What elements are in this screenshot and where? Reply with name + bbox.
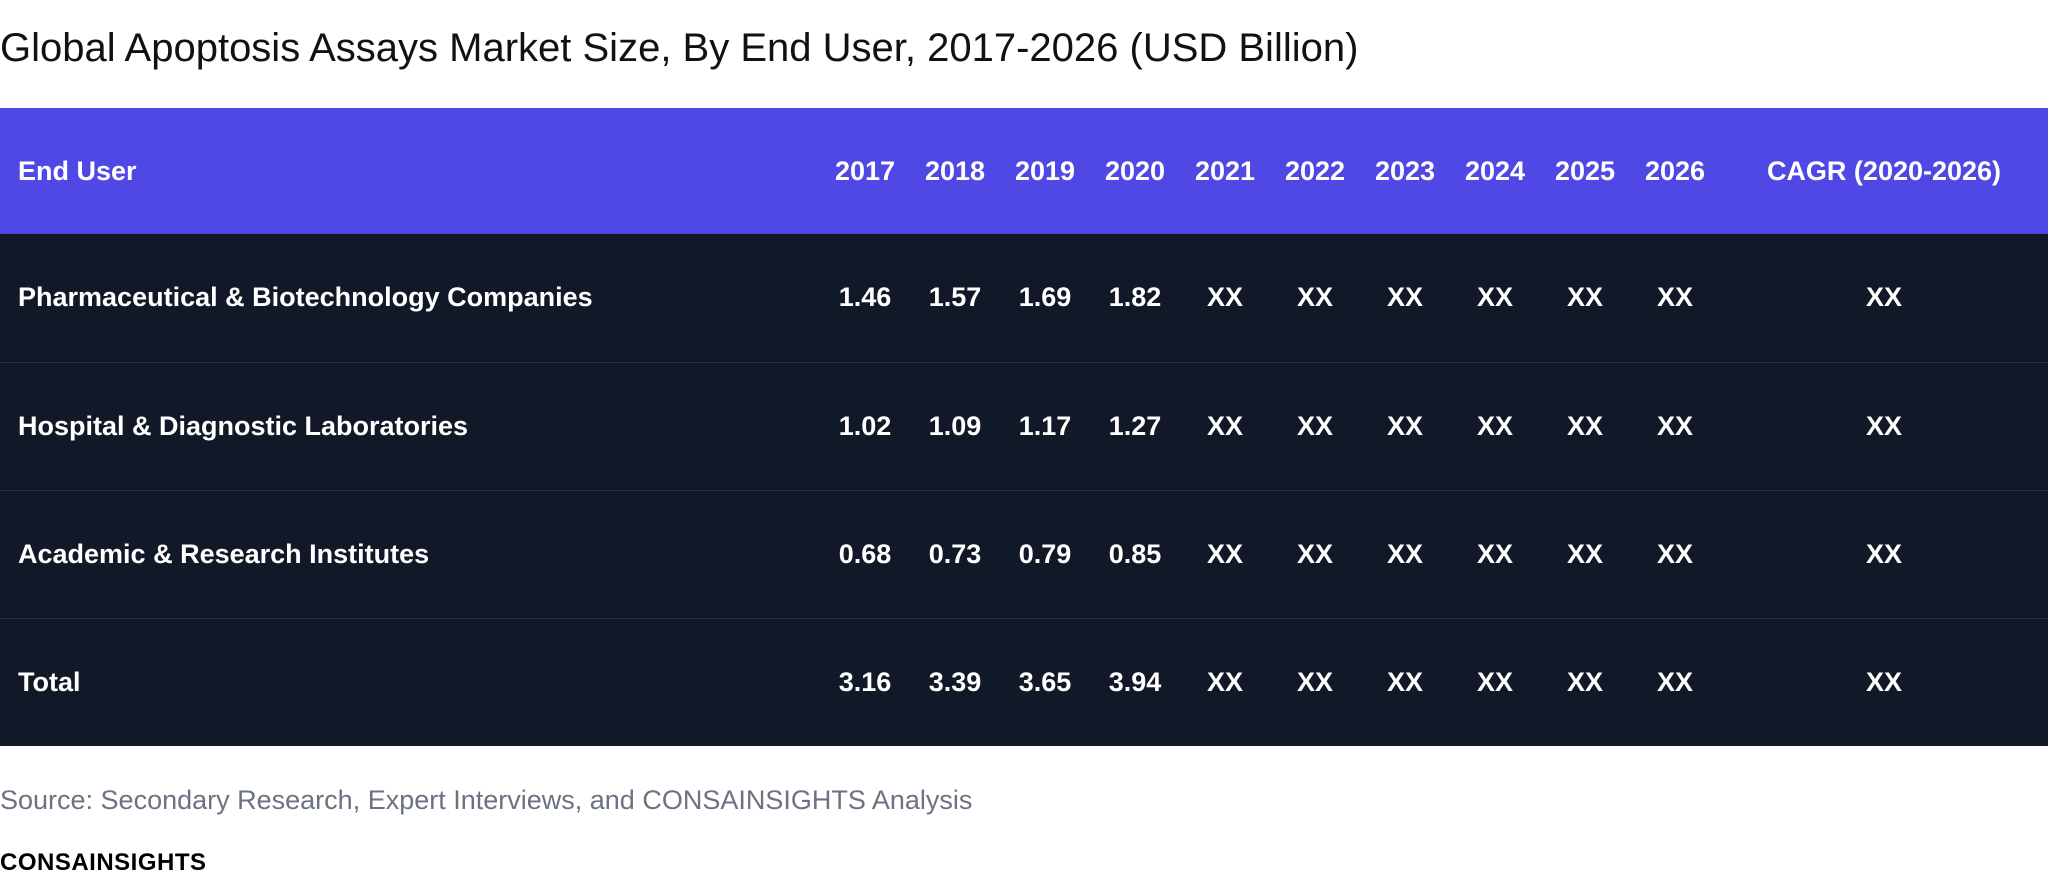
value-cell: XX (1476, 410, 1514, 441)
value-cell: XX (1296, 666, 1334, 697)
value-cell: XX (1476, 666, 1514, 697)
value-cell: XX (1386, 538, 1424, 569)
value-cell: 1.57 (928, 282, 982, 313)
row-label-cell: Hospital & Diagnostic Laboratories (18, 410, 469, 441)
value-cell: XX (1566, 410, 1604, 441)
row-label-cell: Pharmaceutical & Biotechnology Companies (18, 282, 593, 313)
value-cell: 1.09 (928, 410, 982, 441)
value-cell: 0.68 (838, 538, 892, 569)
value-cell: XX (1296, 282, 1334, 313)
table-row: Hospital & Diagnostic Laboratories 1.02 1.… (0, 362, 2048, 490)
value-cell: XX (1656, 410, 1694, 441)
value-cell: XX (1865, 666, 1903, 697)
value-cell: XX (1206, 282, 1244, 313)
value-cell: 0.79 (1018, 538, 1072, 569)
market-size-table-container: End User 2017 2018 2019 2020 2021 2022 2023 2024… (0, 108, 2048, 746)
value-cell: 1.46 (838, 282, 892, 313)
value-cell: XX (1566, 538, 1604, 569)
value-cell: XX (1656, 538, 1694, 569)
row-label-cell: Academic & Research Institutes (18, 538, 430, 569)
value-cell: 1.27 (1108, 410, 1162, 441)
value-cell: 3.65 (1018, 666, 1072, 697)
value-cell: XX (1656, 666, 1694, 697)
value-cell: XX (1476, 282, 1514, 313)
value-cell: XX (1656, 282, 1694, 313)
value-cell: 1.82 (1108, 282, 1162, 313)
value-cell: XX (1206, 410, 1244, 441)
column-header: 2024 (1464, 155, 1526, 186)
value-cell: 0.85 (1108, 538, 1162, 569)
value-cell: 3.16 (838, 666, 892, 697)
table-body: Pharmaceutical & Biotechnology Companies… (0, 234, 2048, 746)
page-title: Global Apoptosis Assays Market Size, By … (0, 26, 1359, 70)
value-cell: 1.02 (838, 410, 892, 441)
market-size-table: End User 2017 2018 2019 2020 2021 2022 2023 2024… (0, 108, 2048, 746)
table-header-row: End User 2017 2018 2019 2020 2021 2022 2023 2024… (0, 108, 2048, 234)
value-cell: XX (1566, 282, 1604, 313)
value-cell: 1.17 (1018, 410, 1072, 441)
table-row: Pharmaceutical & Biotechnology Companies… (0, 234, 2048, 362)
value-cell: XX (1865, 282, 1903, 313)
row-label-cell: Total (18, 666, 81, 697)
value-cell: 1.69 (1018, 282, 1072, 313)
value-cell: XX (1296, 538, 1334, 569)
column-header: 2019 (1014, 155, 1076, 186)
column-header: CAGR (2020-2026) (1766, 155, 2002, 186)
table-row: Academic & Research Institutes 0.68 0.73 0.… (0, 490, 2048, 618)
value-cell: 3.94 (1108, 666, 1162, 697)
column-header: 2021 (1194, 155, 1256, 186)
value-cell: 0.73 (928, 538, 982, 569)
column-header: 2026 (1644, 155, 1706, 186)
column-header: 2022 (1284, 155, 1346, 186)
source-note: Source: Secondary Research, Expert Inter… (0, 785, 973, 815)
value-cell: XX (1476, 538, 1514, 569)
column-header: 2018 (924, 155, 986, 186)
value-cell: XX (1206, 538, 1244, 569)
value-cell: XX (1386, 666, 1424, 697)
value-cell: XX (1566, 666, 1604, 697)
column-header: 2025 (1554, 155, 1616, 186)
column-header: 2017 (834, 155, 896, 186)
value-cell: XX (1206, 666, 1244, 697)
value-cell: XX (1865, 410, 1903, 441)
brand-logo-text: CONSAINSIGHTS (0, 849, 207, 876)
value-cell: XX (1386, 282, 1424, 313)
value-cell: XX (1296, 410, 1334, 441)
value-cell: 3.39 (928, 666, 982, 697)
column-header: 2020 (1104, 155, 1166, 186)
total-row: Total 3.16 3.39 3.65 3.94 XX XX XX XX XX XX XX (0, 618, 2048, 746)
column-header: 2023 (1374, 155, 1436, 186)
value-cell: XX (1386, 410, 1424, 441)
column-header: End User (18, 155, 137, 186)
value-cell: XX (1865, 538, 1903, 569)
